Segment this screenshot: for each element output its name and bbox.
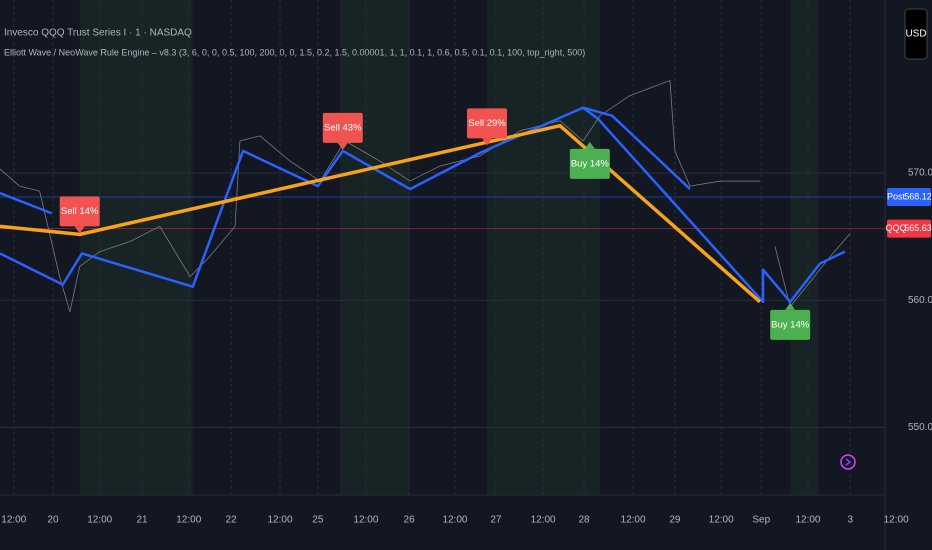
price-tag-name: QQQ (885, 223, 906, 233)
x-tick-label: 28 (579, 515, 591, 526)
price-tag-box (887, 187, 931, 206)
shaded-range (79, 0, 193, 495)
annotation-box (59, 196, 100, 227)
shaded-range (340, 0, 411, 495)
logo (840, 454, 856, 470)
series-line (582, 106, 691, 191)
annotation-pointer (482, 138, 493, 146)
annotation-pointer (74, 226, 85, 234)
annotation-box (770, 309, 811, 340)
annotation-label: Buy 14% (571, 158, 610, 169)
annotation-box (569, 148, 610, 179)
plot-area: Sell 14% Sell 43% Sell 29% Buy 14% Buy 14% (0, 0, 885, 495)
series-line (774, 233, 851, 308)
annotation-box (322, 112, 363, 143)
x-tick-label: 25 (312, 515, 324, 526)
x-tick-label: 12:00 (621, 515, 646, 526)
x-tick-label: 22 (225, 515, 237, 526)
x-tick-label: 12:00 (1, 515, 26, 526)
x-tick-label: 20 (47, 515, 59, 526)
x-tick-label: 12:00 (531, 515, 556, 526)
shaded-range (790, 0, 819, 495)
indicator-title: Elliott Wave / NeoWave Rule Engine – v8.… (4, 47, 585, 57)
x-tick-label: 12:00 (87, 515, 112, 526)
annotation-label: Sell 43% (324, 122, 362, 133)
annotation-box (467, 108, 508, 139)
price-tag-box (887, 219, 931, 238)
x-tick-label: 26 (404, 515, 416, 526)
annotation-label: Sell 14% (61, 206, 99, 217)
price-tag-name: Post (887, 191, 906, 201)
y-tick-label: 550.00 (908, 422, 932, 433)
x-tick-label: 29 (669, 515, 681, 526)
x-tick-label: 12:00 (267, 515, 292, 526)
series-line (0, 123, 762, 304)
x-tick-label: 12:00 (442, 515, 467, 526)
x-tick-label: 12:00 (709, 515, 734, 526)
annotation-label: Buy 14% (771, 319, 810, 330)
price-tag-value: 565.63 (904, 223, 932, 233)
price-tag-value: 568.12 (904, 191, 932, 201)
x-tick-label: 12:00 (176, 515, 201, 526)
currency-box[interactable] (904, 8, 928, 60)
annotation-label: Sell 29% (468, 118, 506, 129)
x-tick-label: 21 (136, 515, 148, 526)
annotation-pointer (584, 141, 595, 149)
annotation-pointer (785, 302, 796, 310)
y-tick-label: 560.00 (908, 295, 932, 306)
x-tick-label: 27 (490, 515, 502, 526)
annotation-pointer (337, 142, 348, 150)
x-tick-label: Sep (752, 515, 770, 526)
x-tick-label: 3 (847, 515, 853, 526)
x-tick-label: 12:00 (795, 515, 820, 526)
x-tick-label: 12:00 (353, 515, 378, 526)
x-tick-label: 12:00 (884, 515, 909, 526)
symbol-title: Invesco QQQ Trust Series I · 1 · NASDAQ (4, 28, 192, 39)
currency[interactable]: USD (905, 29, 926, 40)
series-line (0, 192, 53, 215)
y-tick-label: 570.00 (908, 168, 932, 179)
series-line (0, 106, 846, 304)
